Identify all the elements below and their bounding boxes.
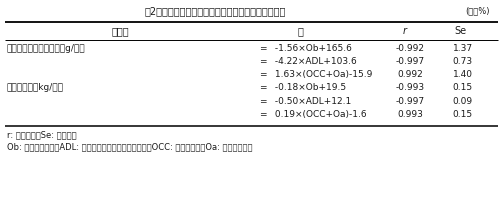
Text: -0.18×Ob+19.5: -0.18×Ob+19.5: [272, 83, 346, 92]
Text: 0.09: 0.09: [453, 97, 473, 106]
Text: 推　定: 推 定: [111, 26, 129, 36]
Text: -4.22×ADL+103.6: -4.22×ADL+103.6: [272, 57, 357, 66]
Text: -0.50×ADL+12.1: -0.50×ADL+12.1: [272, 97, 351, 106]
Text: -0.992: -0.992: [395, 44, 425, 53]
Text: 0.15: 0.15: [453, 110, 473, 119]
Text: =: =: [259, 97, 267, 106]
Text: =: =: [259, 110, 267, 119]
Text: 表2　チモシー乾草の自由採食量と成分含量との関係: 表2 チモシー乾草の自由採食量と成分含量との関係: [144, 6, 286, 16]
Text: Se: Se: [454, 26, 466, 36]
Text: r: 相関関係，Se: 標準誤差: r: 相関関係，Se: 標準誤差: [7, 130, 76, 139]
Text: 1.40: 1.40: [453, 70, 473, 79]
Text: =: =: [259, 83, 267, 92]
Text: Ob: 低消化性繊維，ADL: 酸性デタージェントリグニン，OCC: 細胞内容物，Oa: 高消化性繊維: Ob: 低消化性繊維，ADL: 酸性デタージェントリグニン，OCC: 細胞内容物…: [7, 142, 253, 151]
Text: -0.997: -0.997: [395, 97, 425, 106]
Text: 代謝体重当たり採食量（g/日）: 代謝体重当たり採食量（g/日）: [7, 44, 86, 53]
Text: =: =: [259, 70, 267, 79]
Text: (乾物%): (乾物%): [465, 6, 490, 15]
Text: 1.63×(OCC+Oa)-15.9: 1.63×(OCC+Oa)-15.9: [272, 70, 372, 79]
Text: =: =: [259, 57, 267, 66]
Text: r: r: [403, 26, 407, 36]
Text: 0.15: 0.15: [453, 83, 473, 92]
Text: -0.993: -0.993: [395, 83, 425, 92]
Text: 式: 式: [297, 26, 303, 36]
Text: =: =: [259, 44, 267, 53]
Text: 0.992: 0.992: [397, 70, 423, 79]
Text: 0.19×(OCC+Oa)-1.6: 0.19×(OCC+Oa)-1.6: [272, 110, 367, 119]
Text: 1.37: 1.37: [453, 44, 473, 53]
Text: 乾物摄取量（kg/日）: 乾物摄取量（kg/日）: [7, 83, 64, 92]
Text: 0.993: 0.993: [397, 110, 423, 119]
Text: -1.56×Ob+165.6: -1.56×Ob+165.6: [272, 44, 352, 53]
Text: 0.73: 0.73: [453, 57, 473, 66]
Text: -0.997: -0.997: [395, 57, 425, 66]
